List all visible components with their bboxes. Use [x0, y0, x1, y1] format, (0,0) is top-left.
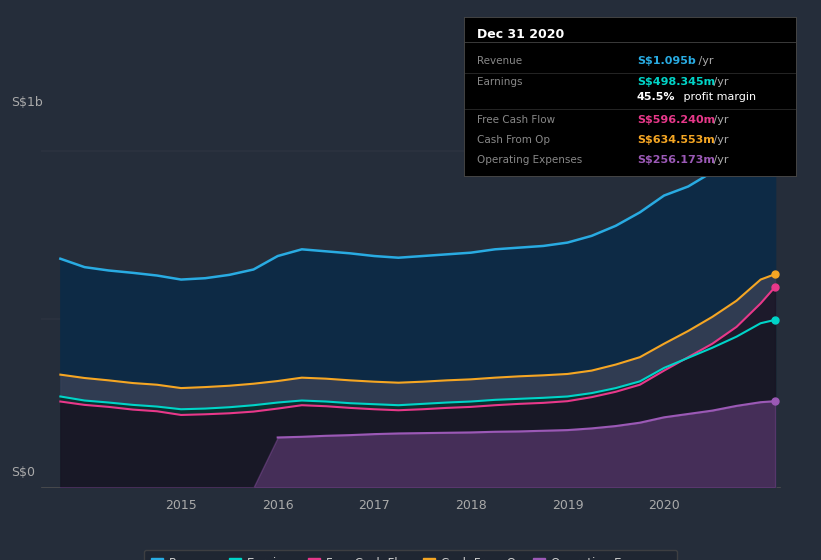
Text: Earnings: Earnings: [477, 77, 523, 87]
Text: /yr: /yr: [710, 136, 728, 146]
Text: S$0: S$0: [11, 466, 35, 479]
Text: S$596.240m: S$596.240m: [637, 115, 715, 125]
Text: Free Cash Flow: Free Cash Flow: [477, 115, 555, 125]
Text: S$1.095b: S$1.095b: [637, 55, 695, 66]
Text: 45.5%: 45.5%: [637, 92, 675, 102]
Text: /yr: /yr: [710, 156, 728, 165]
Text: Cash From Op: Cash From Op: [477, 136, 550, 146]
Text: S$498.345m: S$498.345m: [637, 77, 715, 87]
Text: S$256.173m: S$256.173m: [637, 156, 714, 165]
Text: /yr: /yr: [695, 55, 713, 66]
Legend: Revenue, Earnings, Free Cash Flow, Cash From Op, Operating Expenses: Revenue, Earnings, Free Cash Flow, Cash …: [144, 549, 677, 560]
Text: S$634.553m: S$634.553m: [637, 136, 714, 146]
Text: Operating Expenses: Operating Expenses: [477, 156, 582, 165]
Text: /yr: /yr: [710, 77, 728, 87]
Text: /yr: /yr: [710, 115, 728, 125]
Text: Dec 31 2020: Dec 31 2020: [477, 28, 564, 41]
Text: Revenue: Revenue: [477, 55, 522, 66]
Text: S$1b: S$1b: [11, 96, 44, 109]
Text: profit margin: profit margin: [680, 92, 756, 102]
